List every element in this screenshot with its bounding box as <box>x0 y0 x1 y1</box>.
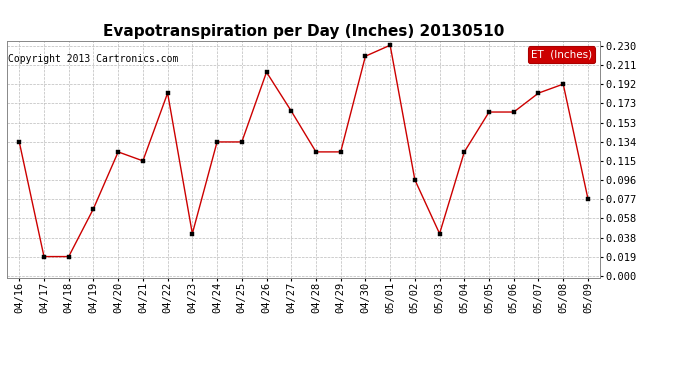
Legend: ET  (Inches): ET (Inches) <box>528 46 595 63</box>
Title: Evapotranspiration per Day (Inches) 20130510: Evapotranspiration per Day (Inches) 2013… <box>103 24 504 39</box>
Text: Copyright 2013 Cartronics.com: Copyright 2013 Cartronics.com <box>8 54 179 64</box>
